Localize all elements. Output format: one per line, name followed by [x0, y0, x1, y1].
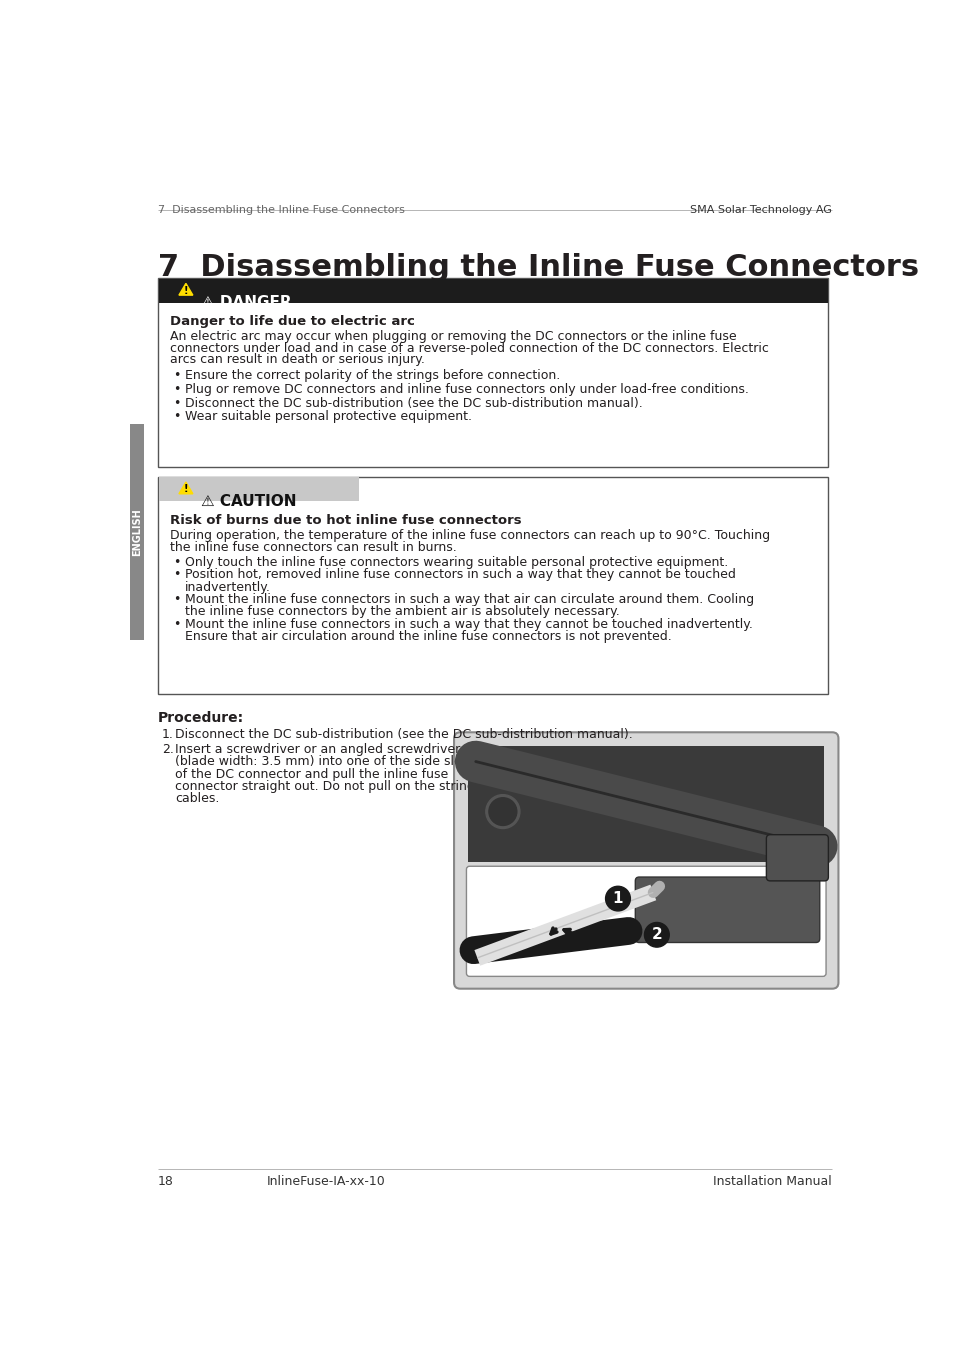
FancyBboxPatch shape	[158, 278, 827, 467]
Text: ⚠ CAUTION: ⚠ CAUTION	[201, 494, 296, 509]
FancyBboxPatch shape	[158, 279, 359, 303]
Text: 18: 18	[158, 1175, 173, 1187]
Polygon shape	[179, 283, 193, 295]
FancyBboxPatch shape	[130, 424, 144, 640]
Text: Ensure the correct polarity of the strings before connection.: Ensure the correct polarity of the strin…	[185, 368, 559, 382]
Text: (blade width: 3.5 mm) into one of the side slots: (blade width: 3.5 mm) into one of the si…	[174, 756, 473, 768]
FancyBboxPatch shape	[635, 877, 819, 942]
Text: Danger to life due to electric arc: Danger to life due to electric arc	[170, 315, 414, 328]
Circle shape	[485, 795, 519, 829]
Text: 7  Disassembling the Inline Fuse Connectors: 7 Disassembling the Inline Fuse Connecto…	[158, 204, 404, 215]
FancyBboxPatch shape	[158, 279, 827, 303]
Text: •: •	[173, 617, 181, 631]
Text: Disconnect the DC sub-distribution (see the DC sub-distribution manual).: Disconnect the DC sub-distribution (see …	[185, 397, 642, 409]
FancyBboxPatch shape	[468, 746, 823, 861]
Text: •: •	[173, 410, 181, 424]
Text: InlineFuse-IA-xx-10: InlineFuse-IA-xx-10	[266, 1175, 385, 1187]
Text: Only touch the inline fuse connectors wearing suitable personal protective equip: Only touch the inline fuse connectors we…	[185, 556, 727, 569]
Text: !: !	[184, 485, 188, 494]
Text: the inline fuse connectors by the ambient air is absolutely necessary.: the inline fuse connectors by the ambien…	[185, 605, 619, 619]
Text: •: •	[173, 368, 181, 382]
Text: connector straight out. Do not pull on the string: connector straight out. Do not pull on t…	[174, 780, 475, 793]
Text: •: •	[173, 556, 181, 569]
Text: •: •	[173, 593, 181, 605]
FancyBboxPatch shape	[454, 733, 838, 988]
Text: SMA Solar Technology AG: SMA Solar Technology AG	[690, 204, 831, 215]
Text: cables.: cables.	[174, 792, 219, 806]
Text: arcs can result in death or serious injury.: arcs can result in death or serious inju…	[170, 353, 424, 367]
FancyBboxPatch shape	[466, 867, 825, 976]
Text: Wear suitable personal protective equipment.: Wear suitable personal protective equipm…	[185, 410, 472, 424]
Text: Mount the inline fuse connectors in such a way that air can circulate around the: Mount the inline fuse connectors in such…	[185, 593, 754, 605]
Circle shape	[644, 922, 669, 946]
Circle shape	[488, 798, 517, 826]
FancyBboxPatch shape	[158, 477, 827, 693]
Text: During operation, the temperature of the inline fuse connectors can reach up to : During operation, the temperature of the…	[170, 529, 769, 542]
Text: 1: 1	[612, 891, 622, 906]
Text: ENGLISH: ENGLISH	[132, 508, 142, 556]
Text: Disconnect the DC sub-distribution (see the DC sub-distribution manual).: Disconnect the DC sub-distribution (see …	[174, 727, 632, 741]
Text: Installation Manual: Installation Manual	[713, 1175, 831, 1187]
Text: connectors under load and in case of a reverse-poled connection of the DC connec: connectors under load and in case of a r…	[170, 343, 768, 355]
FancyBboxPatch shape	[765, 834, 827, 881]
Text: !: !	[184, 286, 188, 295]
Text: inadvertently.: inadvertently.	[185, 581, 271, 593]
Text: Ensure that air circulation around the inline fuse connectors is not prevented.: Ensure that air circulation around the i…	[185, 630, 671, 643]
Text: •: •	[173, 569, 181, 581]
Text: •: •	[173, 397, 181, 409]
Polygon shape	[179, 482, 193, 494]
Text: ⚠ DANGER: ⚠ DANGER	[201, 295, 292, 310]
Text: Mount the inline fuse connectors in such a way that they cannot be touched inadv: Mount the inline fuse connectors in such…	[185, 617, 752, 631]
Text: An electric arc may occur when plugging or removing the DC connectors or the inl: An electric arc may occur when plugging …	[170, 330, 736, 344]
Text: •: •	[173, 383, 181, 395]
Text: Plug or remove DC connectors and inline fuse connectors only under load-free con: Plug or remove DC connectors and inline …	[185, 383, 748, 395]
Text: 2: 2	[651, 927, 661, 942]
Text: Position hot, removed inline fuse connectors in such a way that they cannot be t: Position hot, removed inline fuse connec…	[185, 569, 735, 581]
Text: 7  Disassembling the Inline Fuse Connectors: 7 Disassembling the Inline Fuse Connecto…	[158, 253, 918, 283]
Text: of the DC connector and pull the inline fuse: of the DC connector and pull the inline …	[174, 768, 448, 781]
Circle shape	[605, 887, 630, 911]
Text: 2.: 2.	[162, 743, 173, 756]
FancyBboxPatch shape	[158, 478, 359, 501]
Text: the inline fuse connectors can result in burns.: the inline fuse connectors can result in…	[170, 540, 456, 554]
Text: 1.: 1.	[162, 727, 173, 741]
Text: Insert a screwdriver or an angled screwdriver: Insert a screwdriver or an angled screwd…	[174, 743, 459, 756]
Text: Procedure:: Procedure:	[158, 711, 244, 724]
Text: Risk of burns due to hot inline fuse connectors: Risk of burns due to hot inline fuse con…	[170, 513, 520, 527]
